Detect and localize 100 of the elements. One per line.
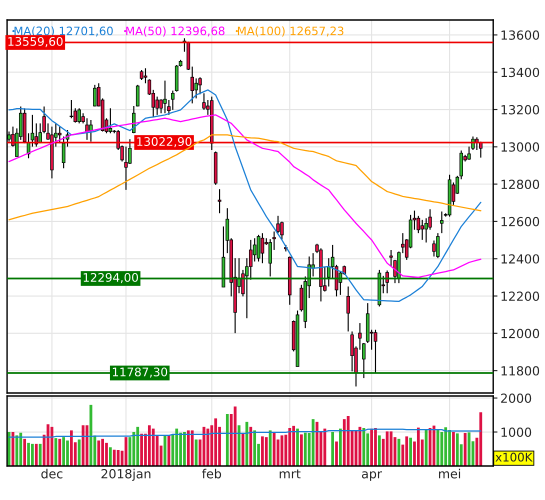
ref-line-label: 13022,90	[137, 137, 192, 148]
x-tick-label: apr	[362, 471, 382, 481]
candlestick	[346, 286, 350, 332]
y-tick-label: 2000	[501, 394, 532, 403]
text: x100K	[496, 452, 533, 462]
y-tick-label: 1000	[502, 427, 532, 437]
bar	[452, 432, 455, 466]
candlestick	[436, 232, 440, 259]
bar	[164, 435, 166, 466]
bar	[148, 425, 151, 466]
y-tick-label: 12600	[502, 216, 540, 226]
bar	[312, 419, 315, 466]
bar	[428, 428, 432, 466]
bar	[31, 444, 34, 466]
candlestick	[77, 108, 81, 124]
bar	[234, 406, 237, 466]
candlestick	[276, 215, 280, 234]
legend-label: MA(20) 12701,60	[14, 26, 113, 37]
bar	[86, 425, 88, 466]
candlestick	[89, 119, 93, 142]
bar	[416, 428, 420, 466]
candlestick	[420, 219, 424, 240]
bar	[448, 430, 451, 466]
line-series	[8, 89, 482, 302]
y-tick-label: 13200	[502, 104, 540, 114]
candlestick	[202, 92, 206, 110]
ref-line-label: 11787,30	[112, 367, 168, 378]
bar	[23, 438, 26, 466]
candlestick	[93, 84, 97, 108]
candlestick	[256, 234, 260, 262]
candlestick	[163, 80, 167, 114]
bar	[292, 426, 296, 466]
bar	[179, 432, 182, 466]
ref-line-label: 13559,60	[8, 36, 63, 48]
bar	[238, 425, 240, 466]
x-tick-label: mrt	[280, 470, 301, 478]
bar	[12, 432, 14, 466]
y-tick-label: 12400	[502, 254, 540, 264]
bar	[374, 428, 377, 466]
y-tick-label: 12200	[502, 291, 540, 301]
x-tick-label: feb	[202, 468, 222, 478]
bar	[27, 442, 30, 466]
bar	[90, 404, 92, 466]
candlestick	[140, 69, 144, 81]
bar	[101, 438, 104, 466]
candlestick	[440, 210, 444, 234]
bar	[226, 414, 229, 466]
x-tick-label: mei	[439, 468, 460, 478]
bar	[46, 424, 50, 466]
bar	[186, 430, 190, 466]
line-series	[8, 134, 482, 220]
candlestick	[428, 208, 432, 230]
x-tick-label: 2018jan	[101, 468, 150, 481]
candlestick	[374, 329, 378, 374]
bar	[66, 440, 69, 466]
bar	[390, 431, 392, 466]
y-tick-label: 13600	[502, 30, 540, 40]
bar	[331, 432, 334, 466]
bar	[397, 438, 400, 466]
candlestick	[194, 78, 198, 99]
candlestick	[108, 108, 112, 134]
y-tick-label: 13000	[502, 142, 540, 152]
bar	[82, 425, 85, 466]
line-series	[8, 428, 482, 438]
bar	[202, 426, 206, 466]
bar	[468, 432, 470, 466]
bar	[370, 428, 373, 466]
bar	[432, 426, 436, 466]
y-tick-label: 11800	[502, 366, 540, 376]
bar	[378, 435, 381, 466]
bar	[316, 422, 318, 466]
bar	[105, 442, 108, 466]
bar	[280, 435, 284, 466]
bar	[253, 430, 256, 466]
bar	[124, 437, 128, 466]
candlestick	[198, 76, 202, 95]
bar	[300, 434, 303, 466]
bar	[339, 428, 342, 466]
y-tick-label: 13400	[502, 68, 540, 78]
bar	[70, 430, 73, 466]
bar	[140, 434, 143, 466]
bar	[296, 428, 299, 466]
candlestick	[218, 188, 222, 214]
bar	[456, 433, 459, 466]
bar	[409, 438, 412, 466]
y-tick-label: 12800	[502, 180, 540, 190]
bar	[206, 428, 210, 466]
legend-label: MA(100) 12657,23	[238, 26, 344, 37]
x-tick-label: dec	[41, 468, 62, 478]
bar	[436, 430, 440, 466]
bar	[167, 435, 170, 466]
bar	[183, 432, 186, 466]
legend-label: MA(50) 12396,68	[126, 26, 224, 37]
candlestick	[58, 126, 62, 144]
bar	[108, 447, 112, 466]
bar	[50, 426, 54, 466]
candlestick	[124, 146, 128, 190]
y-tick-label: 12000	[502, 328, 540, 338]
candlestick	[70, 99, 74, 119]
bar	[335, 442, 338, 466]
